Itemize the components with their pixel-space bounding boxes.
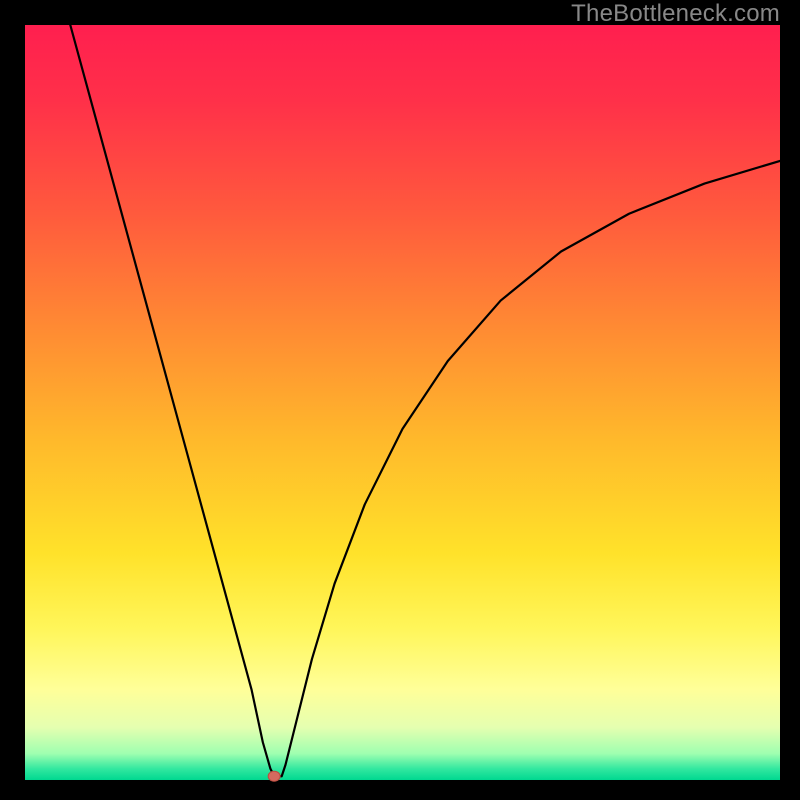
bottleneck-chart: [0, 0, 800, 800]
plot-area: [25, 25, 780, 780]
watermark-text: TheBottleneck.com: [571, 0, 780, 28]
optimum-marker: [268, 771, 280, 781]
